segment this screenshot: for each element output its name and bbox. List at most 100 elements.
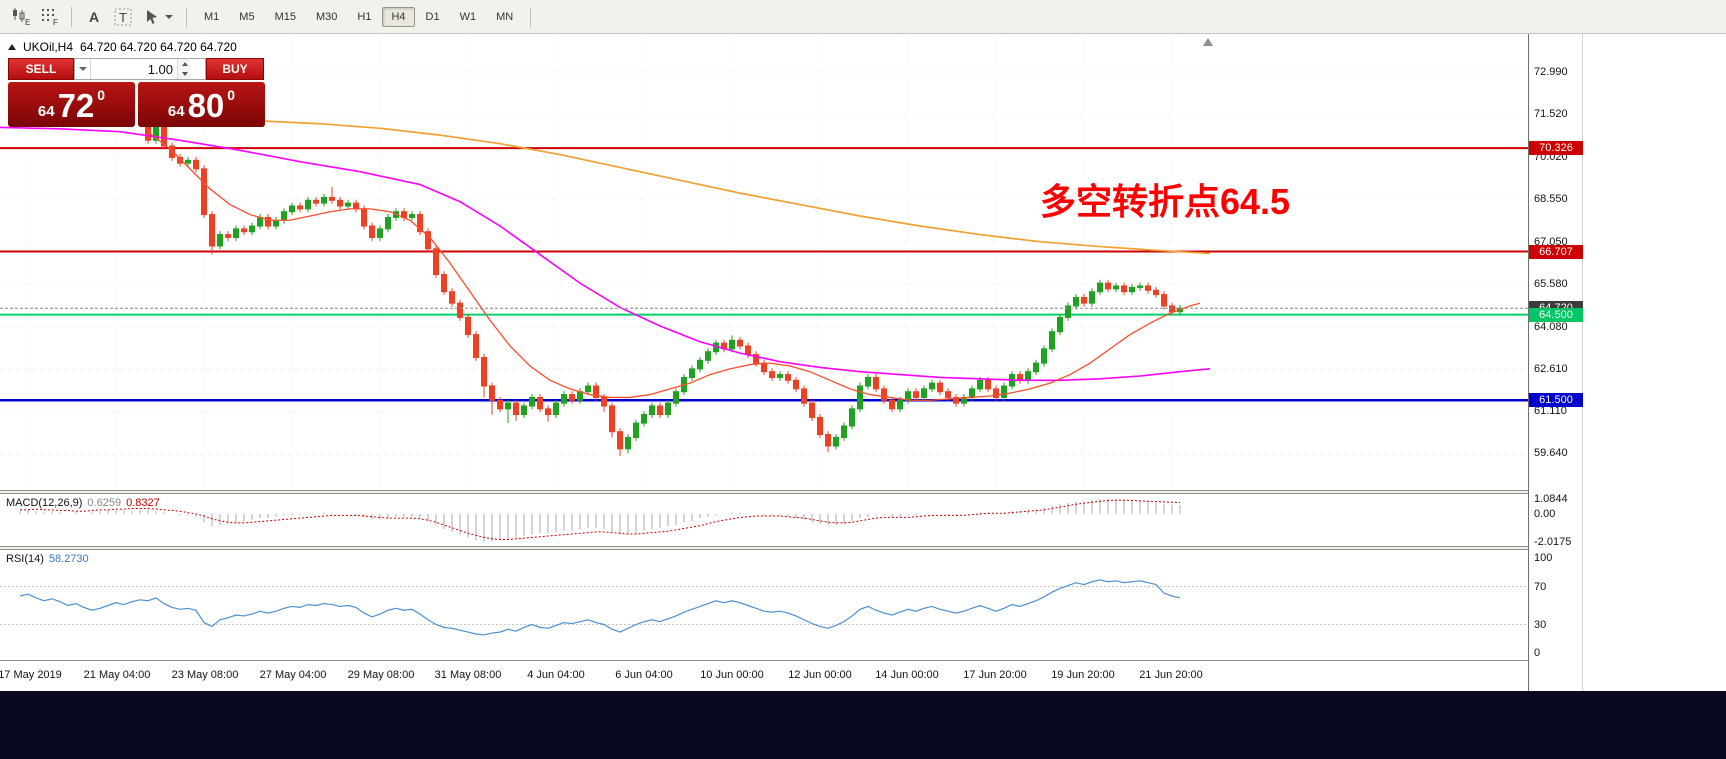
draw-cursor-button[interactable] (138, 5, 178, 29)
collapse-panel-icon[interactable] (8, 44, 16, 50)
time-axis-label: 29 May 08:00 (347, 669, 415, 681)
sell-button[interactable]: SELL (8, 58, 74, 80)
arrow-down-icon (181, 72, 188, 76)
price-tick: 59.640 (1534, 447, 1568, 460)
timeframe-button-mn[interactable]: MN (496, 10, 514, 23)
moving-average-lines (0, 116, 1211, 401)
price-badge: 70.326 (1529, 141, 1583, 156)
volume-decrease-button[interactable] (178, 69, 191, 79)
svg-text:E: E (25, 18, 30, 26)
rsi-value: 58.2730 (48, 553, 89, 565)
time-axis-label: 10 Jun 00:00 (700, 669, 764, 681)
time-axis-label: 14 Jun 00:00 (875, 669, 939, 681)
rsi-axis-tick: 70 (1534, 580, 1547, 593)
volume-dropdown-button[interactable] (75, 59, 91, 79)
volume-spinner (177, 59, 191, 79)
macd-panel[interactable] (0, 494, 1582, 546)
svg-text:A: A (89, 9, 99, 25)
time-axis-label: 6 Jun 04:00 (615, 669, 673, 681)
chevron-down-icon (78, 67, 87, 71)
price-tick: 64.080 (1534, 320, 1568, 333)
timeframe-button-m30[interactable]: M30 (315, 10, 338, 23)
macd-label: MACD(12,26,9) 0.6259 0.8327 (6, 497, 165, 509)
volume-group (74, 58, 206, 80)
toolbar-separator (530, 6, 532, 27)
time-axis-label: 4 Jun 04:00 (527, 669, 585, 681)
time-axis-label: 19 Jun 20:00 (1051, 669, 1115, 681)
one-click-trade-panel: SELL BUY 64 72 0 64 80 (8, 58, 268, 127)
time-axis-label: 17 May 2019 (0, 669, 62, 681)
timeframe-toolbar: M1 M5 M15 M30 H1 H4 D1 W1 MN (194, 6, 523, 27)
arrow-up-icon (181, 62, 188, 66)
ask-pip: 0 (227, 87, 236, 103)
panel-separator[interactable] (0, 546, 1582, 550)
time-axis-label: 23 May 08:00 (171, 669, 239, 681)
ohlc-values: 64.720 64.720 64.720 64.720 (80, 40, 237, 54)
volume-input[interactable] (91, 59, 177, 79)
svg-text:T: T (119, 10, 127, 25)
symbol-ohlc-label: UKOil,H4 64.720 64.720 64.720 64.720 (8, 40, 237, 54)
time-axis-label: 21 Jun 20:00 (1139, 669, 1203, 681)
grid-button[interactable]: F (36, 5, 63, 29)
time-axis-label: 21 May 04:00 (83, 669, 151, 681)
macd-value: 0.6259 (87, 497, 122, 509)
timeframe-button-w1[interactable]: W1 (459, 10, 477, 23)
rsi-axis-tick: 0 (1534, 647, 1541, 659)
price-tick: 61.110 (1534, 405, 1567, 418)
shift-marker-icon[interactable] (1203, 38, 1213, 46)
price-badge: 64.500 (1529, 307, 1583, 322)
text-t-icon: T (114, 8, 131, 25)
rsi-panel[interactable] (0, 550, 1582, 660)
ask-price-box[interactable]: 64 80 0 (138, 82, 265, 127)
top-toolbar: E F A T M1 M5 M15 M30 H1 H4 D1 W1 MN (0, 0, 1726, 34)
time-axis[interactable]: 17 May 2019 21 May 04:00 23 May 08:00 27 Ma… (0, 662, 1582, 691)
macd-axis-tick: 1.0844 (1534, 493, 1568, 505)
timeframe-button-m5[interactable]: M5 (239, 10, 255, 23)
macd-signal-line (20, 499, 1181, 540)
toolbar-separator (186, 6, 187, 27)
toolbar-separator (71, 6, 72, 27)
text-box-button[interactable]: T (109, 5, 136, 29)
text-a-icon: A (89, 9, 99, 25)
candlestick-chart-button[interactable]: E (7, 5, 34, 29)
ask-prefix: 64 (167, 103, 185, 120)
symbol-name: UKOil,H4 (23, 40, 74, 54)
time-axis-label: 17 Jun 20:00 (963, 669, 1027, 681)
time-axis-label: 27 May 04:00 (259, 669, 327, 681)
buy-button[interactable]: BUY (206, 58, 264, 80)
bid-prefix: 64 (37, 103, 55, 120)
candles-layer (145, 116, 1183, 456)
price-tick: 65.580 (1534, 277, 1568, 290)
rsi-label: RSI(14) 58.2730 (6, 553, 94, 565)
panel-separator[interactable] (0, 490, 1582, 494)
panel-separator (0, 660, 1582, 662)
timeframe-button-m1[interactable]: M1 (204, 10, 220, 23)
timeframe-button-h4[interactable]: H4 (382, 6, 415, 27)
macd-svg (19, 499, 1181, 542)
timeframe-button-m15[interactable]: M15 (274, 10, 296, 23)
volume-increase-button[interactable] (178, 59, 191, 69)
annotation-layer: 多空转折点64.5 (1040, 38, 1290, 222)
ask-main: 80 (187, 87, 225, 124)
draw-cursor-icon (146, 9, 157, 24)
bid-price-box[interactable]: 64 72 0 (8, 82, 135, 127)
macd-histogram (19, 499, 1181, 542)
rsi-line (19, 579, 1181, 636)
bid-pip: 0 (97, 87, 106, 103)
price-axis[interactable]: 72.990 71.520 70.020 68.550 67.050 65.580 64.0… (1528, 34, 1583, 691)
macd-name: MACD(12,26,9) (6, 497, 83, 509)
timeframe-button-h1[interactable]: H1 (357, 10, 372, 23)
price-tick: 62.610 (1534, 362, 1568, 375)
bottom-dark-bar (0, 691, 1726, 759)
rsi-name: RSI(14) (6, 553, 44, 565)
chart-window: 多空转折点64.5 17 May 2019 21 May 04:00 23 May … (0, 34, 1583, 691)
rsi-axis-tick: 30 (1534, 618, 1547, 631)
macd-axis-tick: 0.00 (1534, 507, 1556, 520)
timeframe-button-d1[interactable]: D1 (425, 10, 440, 23)
price-tick: 72.990 (1534, 66, 1568, 78)
main-chart-svg[interactable]: 多空转折点64.5 (0, 34, 1528, 490)
rsi-svg (0, 579, 1528, 636)
candlestick-chart-icon: E (12, 8, 30, 26)
text-label-button[interactable]: A (80, 5, 107, 29)
grid-f-icon: F (41, 9, 58, 26)
